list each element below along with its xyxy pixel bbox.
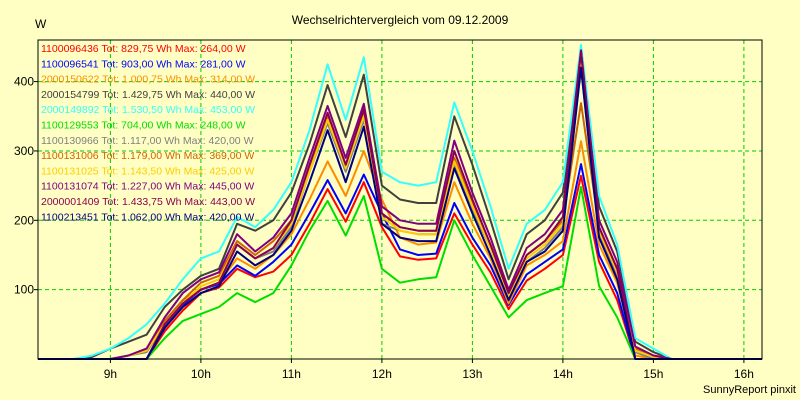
legend-entry-10: 1100131074 Tot: 1.227,00 Wh Max: 445,00 … xyxy=(41,181,254,193)
axes: 9h 10h 11h 12h 13h 14h 15h 16h 100 200 300 400 xyxy=(14,39,763,381)
y-tick-label: 100 xyxy=(14,283,34,297)
footer-credit: SunnyReport pinxit xyxy=(703,384,796,396)
y-axis-unit-label: W xyxy=(35,17,47,31)
x-tick-label: 13h xyxy=(462,367,482,381)
series-line-4 xyxy=(38,52,762,360)
legend-entry-3: 2000150622 Tot: 1.000,75 Wh Max: 314,00 … xyxy=(41,74,255,86)
legend-entry-5: 2000149892 Tot: 1.530,50 Wh Max: 453,00 … xyxy=(41,104,255,116)
series-line-5 xyxy=(38,43,762,360)
legend-entry-7: 1100130966 Tot: 1.117,00 Wh Max: 420,00 … xyxy=(41,135,254,147)
legend-entry-2: 1100096541 Tot: 903,00 Wh Max: 281,00 W xyxy=(41,58,246,70)
x-tick-label: 10h xyxy=(191,367,211,381)
legend: 1100096436 Tot: 829,75 Wh Max: 264,00 W 1… xyxy=(41,43,255,223)
x-tick-label: 14h xyxy=(553,367,573,381)
x-tick-label: 12h xyxy=(372,367,392,381)
x-tick-label: 11h xyxy=(282,367,301,381)
x-tick-label: 16h xyxy=(734,367,754,381)
legend-entry-11: 2000001409 Tot: 1.433,75 Wh Max: 443,00 … xyxy=(41,196,255,208)
legend-entry-4: 2000154799 Tot: 1.429,75 Wh Max: 440,00 … xyxy=(41,89,255,101)
y-tick-label: 300 xyxy=(14,144,34,158)
series-line-9 xyxy=(38,63,762,360)
plot-border xyxy=(37,39,763,360)
legend-entry-8: 1100131006 Tot: 1.179,00 Wh Max: 369,00 … xyxy=(41,150,254,162)
series-line-10 xyxy=(38,49,762,360)
chart-title: Wechselrichtervergleich vom 09.12.2009 xyxy=(292,13,509,27)
legend-entry-1: 1100096436 Tot: 829,75 Wh Max: 264,00 W xyxy=(41,43,246,55)
y-tick-label: 400 xyxy=(14,75,34,89)
legend-entry-6: 1100129553 Tot: 704,00 Wh Max: 248,00 W xyxy=(41,120,246,132)
grid-lines xyxy=(38,40,762,359)
x-tick-label: 15h xyxy=(643,367,663,381)
legend-entry-9: 1100131025 Tot: 1.143,50 Wh Max: 425,00 … xyxy=(41,165,254,177)
y-tick-label: 200 xyxy=(14,213,34,227)
legend-entry-12: 1100213451 Tot: 1.062,00 Wh Max: 420,00 … xyxy=(41,211,254,223)
x-tick-label: 9h xyxy=(104,367,117,381)
